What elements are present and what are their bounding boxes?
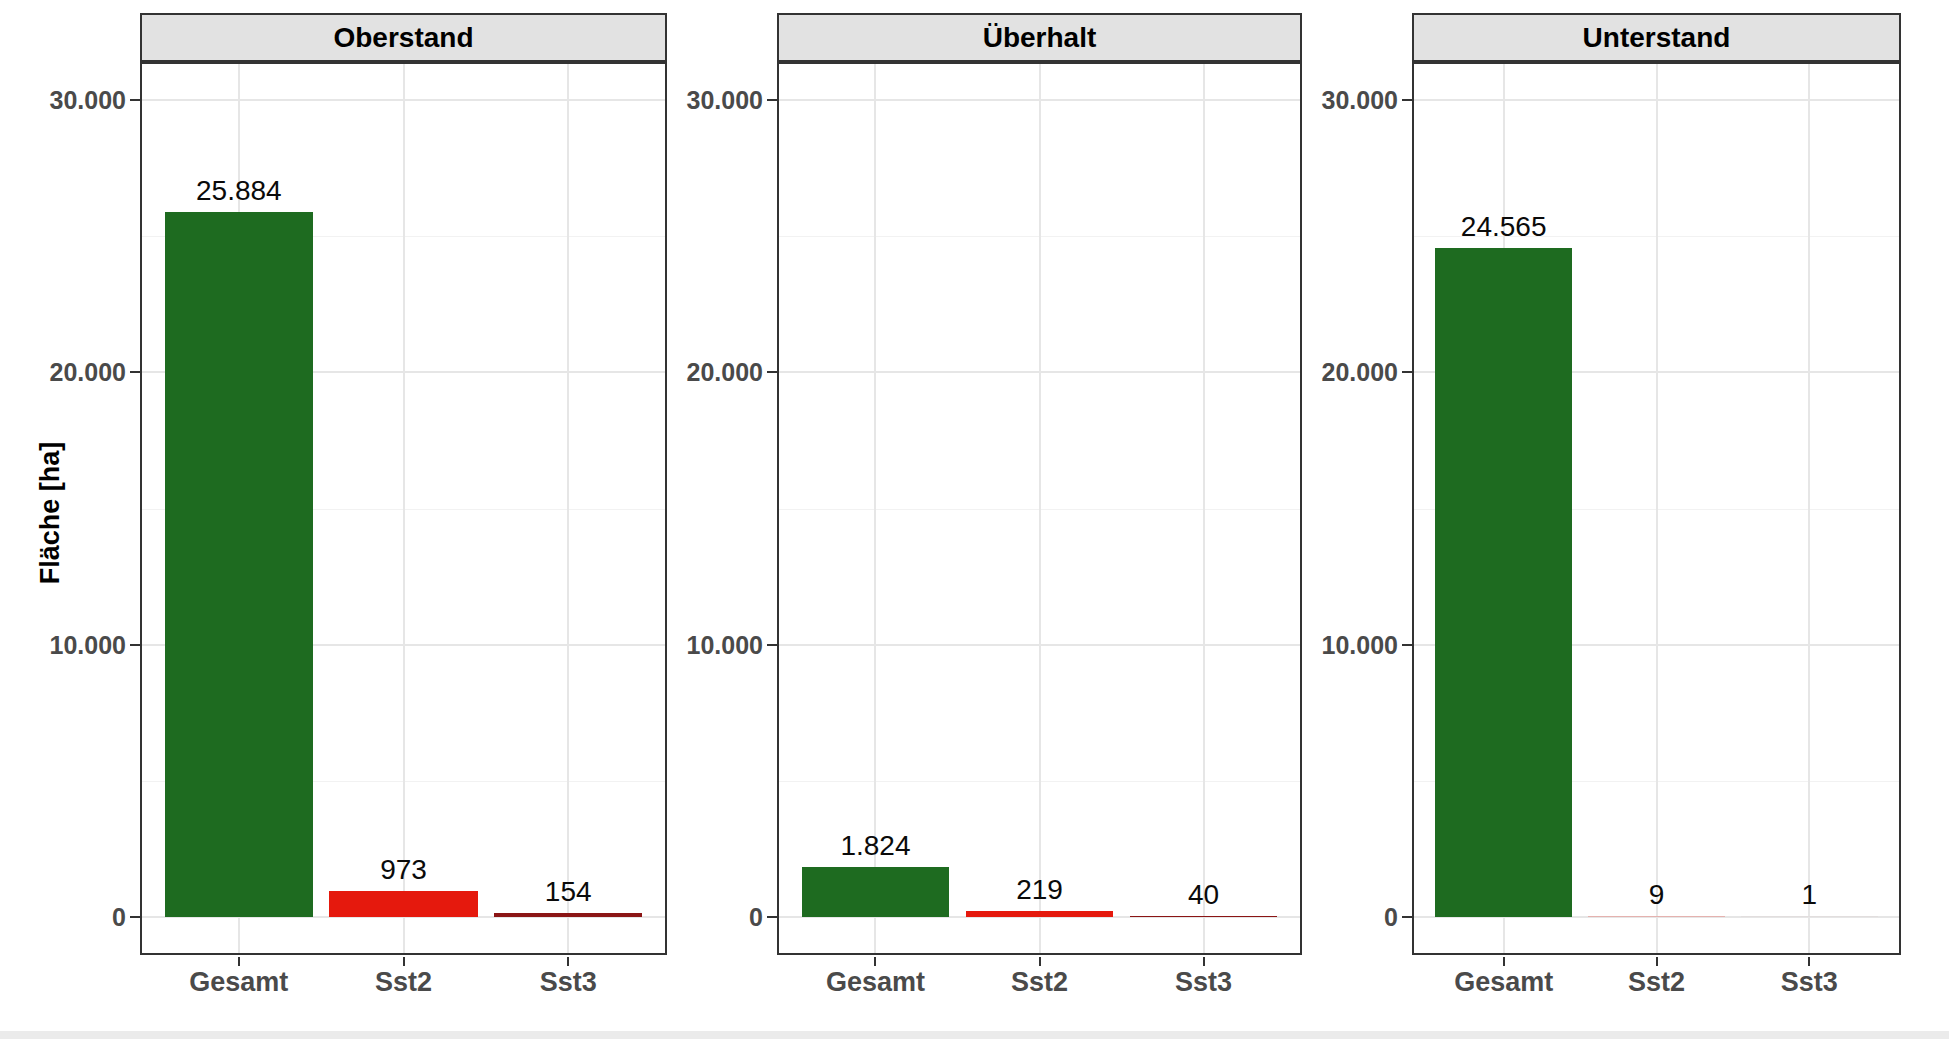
bar-3-sst2 — [1588, 916, 1726, 917]
x-tick-label: Gesamt — [785, 966, 965, 998]
y-tick-mark — [767, 916, 777, 918]
gridline-major-v — [1808, 64, 1810, 953]
y-tick-label: 10.000 — [643, 630, 763, 660]
facet-title: Oberstand — [333, 23, 473, 53]
faceted-bar-chart: Fläche [ha] Oberstand 0 10.000 20.000 30.000… — [0, 0, 1949, 1039]
y-tick-label: 30.000 — [1278, 85, 1398, 115]
x-tick-label: Sst2 — [314, 966, 494, 998]
bar-1-gesamt — [165, 212, 313, 917]
bar-value-label: 25.884 — [139, 176, 339, 206]
bar-value-label: 154 — [468, 877, 668, 907]
gridline-major-v — [567, 64, 569, 953]
y-tick-label: 0 — [1278, 902, 1398, 932]
x-tick-mark — [1808, 957, 1810, 966]
y-tick-label: 30.000 — [6, 85, 126, 115]
x-tick-label: Sst3 — [478, 966, 658, 998]
y-axis-title: Fläche [ha] — [35, 442, 66, 585]
x-tick-label: Sst3 — [1719, 966, 1899, 998]
gridline-major-v — [1039, 64, 1041, 953]
bar-1-sst3 — [494, 913, 642, 917]
facet-strip-2: Überhalt — [777, 13, 1302, 62]
x-tick-label: Sst2 — [950, 966, 1130, 998]
bar-value-label: 24.565 — [1404, 212, 1604, 242]
gridline-major-v — [874, 64, 876, 953]
x-tick-mark — [874, 957, 876, 966]
x-tick-mark — [1039, 957, 1041, 966]
bar-value-label: 40 — [1104, 880, 1304, 910]
y-tick-label: 10.000 — [1278, 630, 1398, 660]
y-tick-label: 20.000 — [6, 357, 126, 387]
x-tick-mark — [1503, 957, 1505, 966]
x-tick-mark — [403, 957, 405, 966]
facet-title: Überhalt — [983, 23, 1097, 53]
y-tick-label: 30.000 — [643, 85, 763, 115]
facet-plot-2 — [777, 62, 1302, 955]
y-tick-mark — [1402, 916, 1412, 918]
facet-strip-1: Oberstand — [140, 13, 667, 62]
y-tick-mark — [1402, 371, 1412, 373]
y-tick-label: 10.000 — [6, 630, 126, 660]
y-tick-mark — [130, 371, 140, 373]
y-tick-mark — [130, 644, 140, 646]
gridline-major-v — [1203, 64, 1205, 953]
bar-3-sst3 — [1741, 916, 1879, 917]
gridline-major-v — [403, 64, 405, 953]
bar-1-sst2 — [329, 891, 477, 917]
bottom-margin-strip — [0, 1031, 1949, 1039]
bar-2-gesamt — [802, 867, 950, 917]
bar-3-gesamt — [1435, 248, 1573, 917]
y-tick-label: 20.000 — [643, 357, 763, 387]
y-tick-mark — [767, 644, 777, 646]
x-tick-mark — [1203, 957, 1205, 966]
y-tick-mark — [1402, 99, 1412, 101]
x-tick-mark — [238, 957, 240, 966]
facet-strip-3: Unterstand — [1412, 13, 1901, 62]
x-tick-label: Gesamt — [149, 966, 329, 998]
bar-value-label: 1 — [1709, 880, 1909, 910]
y-tick-mark — [767, 371, 777, 373]
y-tick-mark — [767, 99, 777, 101]
y-tick-mark — [130, 99, 140, 101]
y-tick-label: 20.000 — [1278, 357, 1398, 387]
x-tick-label: Sst3 — [1114, 966, 1294, 998]
y-tick-mark — [130, 916, 140, 918]
bar-2-sst2 — [966, 911, 1114, 917]
bar-2-sst3 — [1130, 916, 1278, 917]
y-tick-label: 0 — [6, 902, 126, 932]
x-tick-mark — [1656, 957, 1658, 966]
y-tick-label: 0 — [643, 902, 763, 932]
gridline-major-v — [1656, 64, 1658, 953]
x-tick-mark — [567, 957, 569, 966]
y-tick-mark — [1402, 644, 1412, 646]
bar-value-label: 1.824 — [775, 831, 975, 861]
facet-title: Unterstand — [1583, 23, 1731, 53]
